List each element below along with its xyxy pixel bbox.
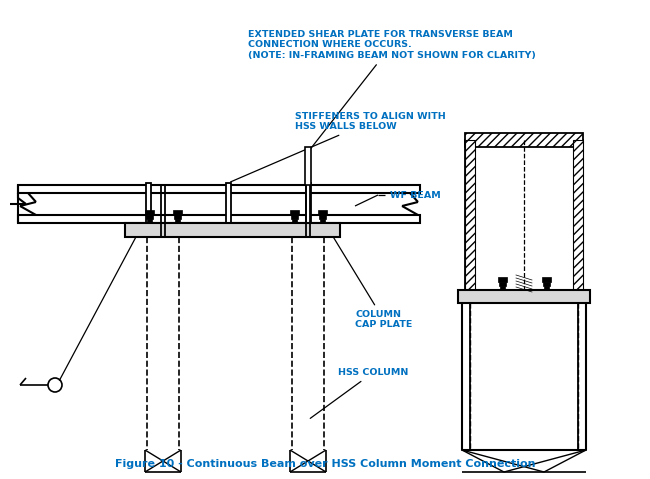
Text: STIFFENERS TO ALIGN WITH
HSS WALLS BELOW: STIFFENERS TO ALIGN WITH HSS WALLS BELOW bbox=[231, 112, 446, 182]
Bar bbox=[319, 215, 326, 219]
Bar bbox=[544, 286, 549, 290]
Bar bbox=[147, 219, 152, 223]
Bar bbox=[146, 183, 151, 225]
Bar bbox=[18, 215, 420, 223]
Bar bbox=[305, 147, 311, 185]
Bar bbox=[175, 219, 180, 223]
Bar bbox=[306, 183, 311, 225]
Bar bbox=[542, 277, 551, 282]
Bar bbox=[500, 286, 505, 290]
Bar bbox=[573, 140, 583, 290]
Bar bbox=[173, 210, 182, 215]
Text: HSS COLUMN: HSS COLUMN bbox=[310, 368, 408, 418]
Bar bbox=[145, 210, 154, 215]
Bar bbox=[290, 210, 299, 215]
Bar bbox=[146, 215, 153, 219]
Bar bbox=[18, 185, 420, 193]
Bar bbox=[499, 282, 506, 286]
Bar bbox=[291, 215, 298, 219]
Text: COLUMN
CAP PLATE: COLUMN CAP PLATE bbox=[330, 232, 412, 330]
Bar bbox=[498, 277, 507, 282]
Bar bbox=[125, 223, 340, 237]
Text: WF BEAM: WF BEAM bbox=[390, 191, 441, 199]
Bar bbox=[465, 133, 583, 147]
Bar bbox=[578, 303, 586, 450]
Bar bbox=[292, 219, 297, 223]
Text: EXTENDED SHEAR PLATE FOR TRANSVERSE BEAM
CONNECTION WHERE OCCURS.
(NOTE: IN-FRAM: EXTENDED SHEAR PLATE FOR TRANSVERSE BEAM… bbox=[248, 30, 536, 150]
Bar bbox=[465, 140, 475, 290]
Text: Figure 10 - Continuous Beam over HSS Column Moment Connection: Figure 10 - Continuous Beam over HSS Col… bbox=[115, 459, 535, 469]
Bar bbox=[174, 215, 181, 219]
Bar bbox=[18, 193, 420, 215]
Bar bbox=[458, 290, 590, 303]
Bar bbox=[320, 219, 325, 223]
Bar bbox=[465, 140, 583, 290]
Bar bbox=[543, 282, 550, 286]
Bar bbox=[318, 210, 327, 215]
Bar bbox=[462, 303, 470, 450]
Bar bbox=[226, 183, 231, 225]
